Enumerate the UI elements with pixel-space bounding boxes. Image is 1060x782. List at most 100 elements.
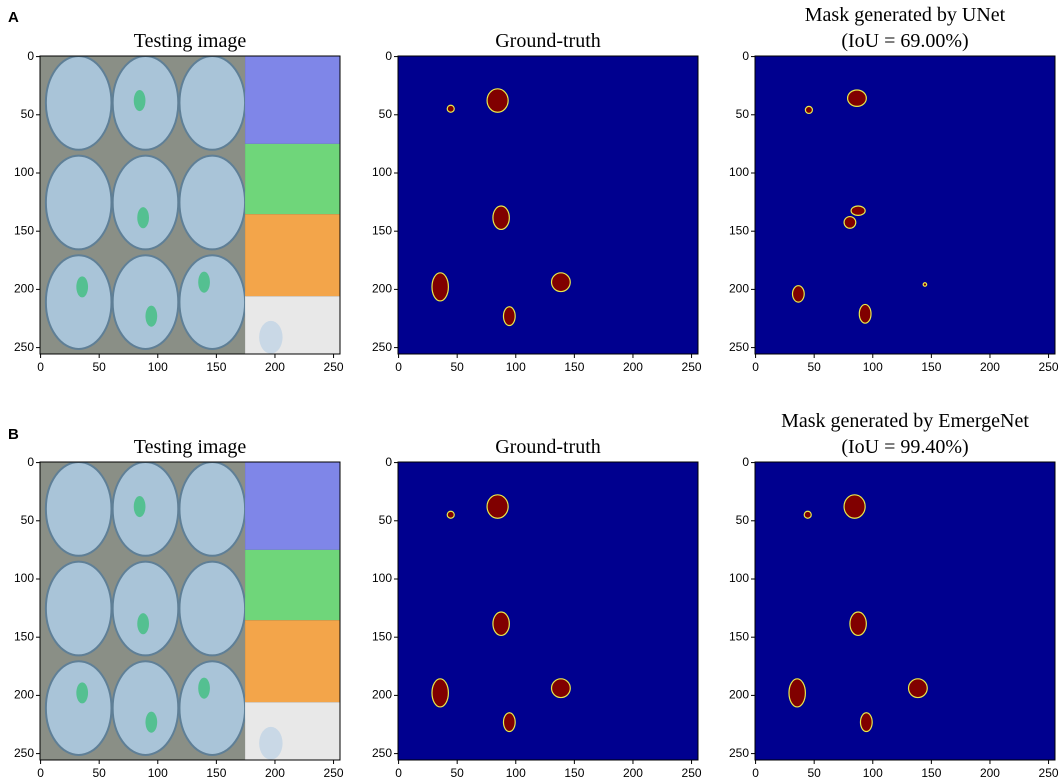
panel-label: A <box>8 9 19 26</box>
subplot-title: (IoU = 69.00%) <box>841 30 968 52</box>
seed-pot <box>44 660 113 756</box>
mask-bg <box>398 462 698 760</box>
leaf <box>137 613 149 635</box>
mask-blob <box>550 272 571 293</box>
leaf <box>145 711 158 733</box>
y-tick-label: 0 <box>385 49 392 63</box>
y-tick-label: 50 <box>379 513 393 527</box>
x-tick-label: 0 <box>395 360 402 374</box>
y-tick-label: 50 <box>736 513 750 527</box>
seed-pot <box>111 254 180 350</box>
mask-blob <box>446 510 455 519</box>
subplot-title: Mask generated by EmergeNet <box>781 410 1029 432</box>
color-card <box>245 296 340 354</box>
seed-pot <box>44 56 113 151</box>
testing-image <box>40 56 340 354</box>
x-tick-label: 0 <box>752 360 759 374</box>
y-tick-label: 200 <box>372 688 392 702</box>
color-card <box>245 143 340 215</box>
x-tick-label: 250 <box>682 360 702 374</box>
color-card <box>245 620 340 703</box>
mask-blob <box>804 105 814 115</box>
mask-blob <box>850 205 866 216</box>
mask-bg <box>755 56 1055 354</box>
mask-blob <box>788 678 806 708</box>
y-tick-label: 150 <box>372 629 392 643</box>
mask-blob <box>502 712 516 733</box>
mask-blob <box>803 510 812 519</box>
mask-blob <box>843 494 866 519</box>
mask-blob <box>907 678 928 699</box>
leaf <box>133 495 146 518</box>
subplot-title: Ground-truth <box>495 30 601 52</box>
mask-image <box>755 462 1055 760</box>
mask-bg <box>398 56 698 354</box>
y-tick-label: 100 <box>729 165 749 179</box>
mask-blob <box>492 205 510 231</box>
x-tick-label: 100 <box>506 360 526 374</box>
x-tick-label: 200 <box>265 360 285 374</box>
subplot-title: Mask generated by UNet <box>805 4 1006 26</box>
x-tick-label: 100 <box>506 766 526 780</box>
x-tick-label: 0 <box>752 766 759 780</box>
subplot-title: Ground-truth <box>495 436 601 458</box>
mask-blob <box>431 678 449 708</box>
y-tick-label: 0 <box>742 49 749 63</box>
leaf <box>76 276 89 298</box>
x-tick-label: 50 <box>451 766 465 780</box>
mask-image <box>755 56 1055 354</box>
seed-pot <box>44 560 113 657</box>
y-tick-label: 250 <box>729 340 749 354</box>
x-tick-label: 100 <box>863 766 883 780</box>
leaf <box>76 682 89 704</box>
mask-blob <box>858 303 872 324</box>
y-tick-label: 50 <box>736 107 750 121</box>
mask-blob <box>843 215 857 229</box>
y-tick-label: 100 <box>14 165 34 179</box>
mask-bg <box>755 462 1055 760</box>
x-tick-label: 100 <box>148 360 168 374</box>
mask-image <box>398 56 698 354</box>
axes-frame <box>397 461 699 761</box>
x-tick-label: 50 <box>808 766 822 780</box>
mask-blob <box>502 306 516 327</box>
seed-pot <box>111 660 180 756</box>
leaf <box>133 89 146 112</box>
color-card <box>245 549 340 621</box>
seed-pot <box>44 254 113 350</box>
leaf <box>198 677 210 699</box>
subplot: 0 50 100 150 200 250050100150200250Ground-tru… <box>372 30 702 374</box>
seed-pot <box>111 462 180 557</box>
x-tick-label: 200 <box>980 360 1000 374</box>
y-tick-label: 0 <box>27 455 34 469</box>
seed-pot <box>259 320 283 354</box>
color-card <box>245 214 340 297</box>
x-tick-label: 200 <box>980 766 1000 780</box>
x-tick-label: 250 <box>1039 360 1059 374</box>
mask-blob <box>550 678 571 699</box>
x-tick-label: 50 <box>808 360 822 374</box>
testing-image <box>40 462 340 760</box>
y-tick-label: 100 <box>372 165 392 179</box>
x-tick-label: 150 <box>206 360 226 374</box>
y-tick-label: 250 <box>14 746 34 760</box>
seed-pot <box>178 154 247 251</box>
x-tick-label: 150 <box>564 766 584 780</box>
x-tick-label: 250 <box>682 766 702 780</box>
x-tick-label: 150 <box>564 360 584 374</box>
x-tick-label: 50 <box>451 360 465 374</box>
y-tick-label: 50 <box>21 107 35 121</box>
y-tick-label: 50 <box>21 513 35 527</box>
y-tick-label: 200 <box>729 688 749 702</box>
color-card <box>245 702 340 760</box>
y-tick-label: 0 <box>385 455 392 469</box>
y-tick-label: 150 <box>14 223 34 237</box>
y-tick-label: 150 <box>14 629 34 643</box>
seed-pot <box>178 560 247 657</box>
mask-blob <box>791 285 805 303</box>
y-tick-label: 250 <box>729 746 749 760</box>
mask-blob <box>922 282 928 287</box>
